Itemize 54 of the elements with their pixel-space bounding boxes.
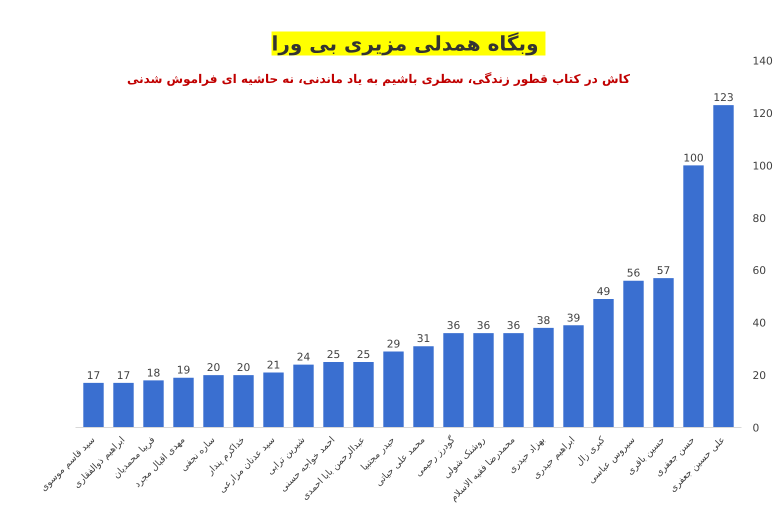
y-tick-label: 0 xyxy=(752,422,760,434)
bar xyxy=(83,382,104,428)
data-label: 36 xyxy=(446,319,460,332)
bar xyxy=(653,278,674,428)
y-tick-label: 140 xyxy=(752,54,774,68)
data-label: 21 xyxy=(266,358,280,372)
bar xyxy=(593,299,614,428)
data-label: 56 xyxy=(626,266,640,280)
data-label: 25 xyxy=(356,348,370,361)
data-label: 38 xyxy=(536,314,550,327)
bar xyxy=(473,333,494,428)
data-label: 123 xyxy=(713,91,734,104)
data-label: 17 xyxy=(116,368,130,382)
bar xyxy=(533,328,554,428)
data-label: 49 xyxy=(596,285,610,298)
data-label: 19 xyxy=(176,364,190,377)
data-label: 36 xyxy=(506,319,520,332)
y-tick-label: 100 xyxy=(752,159,774,172)
data-label: 20 xyxy=(206,361,220,374)
bar xyxy=(323,362,344,428)
text: کاش در کتاب قطور زندگی، سطری باشیم به یاد ماندنی، نه حاشیه ای فراموش شدنی xyxy=(127,72,630,86)
bar xyxy=(443,333,464,428)
bar xyxy=(713,105,734,428)
data-label: 20 xyxy=(236,361,250,374)
bar xyxy=(263,372,284,428)
bar xyxy=(563,325,584,428)
bar xyxy=(143,380,164,428)
data-label: 25 xyxy=(326,348,340,361)
bar xyxy=(173,378,194,428)
y-tick-label: 120 xyxy=(752,106,774,120)
data-label: 57 xyxy=(656,264,670,278)
bar xyxy=(113,382,134,428)
data-label: 36 xyxy=(476,319,490,332)
bar xyxy=(233,375,254,428)
bar xyxy=(503,333,524,428)
bar xyxy=(203,375,224,428)
data-label: 24 xyxy=(296,350,310,364)
bar xyxy=(293,364,314,428)
data-label: 29 xyxy=(386,337,400,350)
bar xyxy=(683,165,704,428)
data-label: 17 xyxy=(86,368,100,382)
bar xyxy=(623,280,644,428)
bar xyxy=(383,351,404,428)
data-label: 100 xyxy=(683,151,704,164)
data-label: 39 xyxy=(566,311,580,324)
chart-title: وبگاه همدلی مزیری بی ورا xyxy=(272,32,539,56)
y-tick-label: 40 xyxy=(752,316,766,330)
y-tick-label: 20 xyxy=(752,369,766,382)
y-tick-label: 80 xyxy=(752,212,766,225)
bar xyxy=(413,346,434,428)
bar xyxy=(353,362,374,428)
data-label: 31 xyxy=(416,332,430,346)
y-tick-label: 60 xyxy=(752,264,766,278)
data-label: 18 xyxy=(146,366,160,380)
